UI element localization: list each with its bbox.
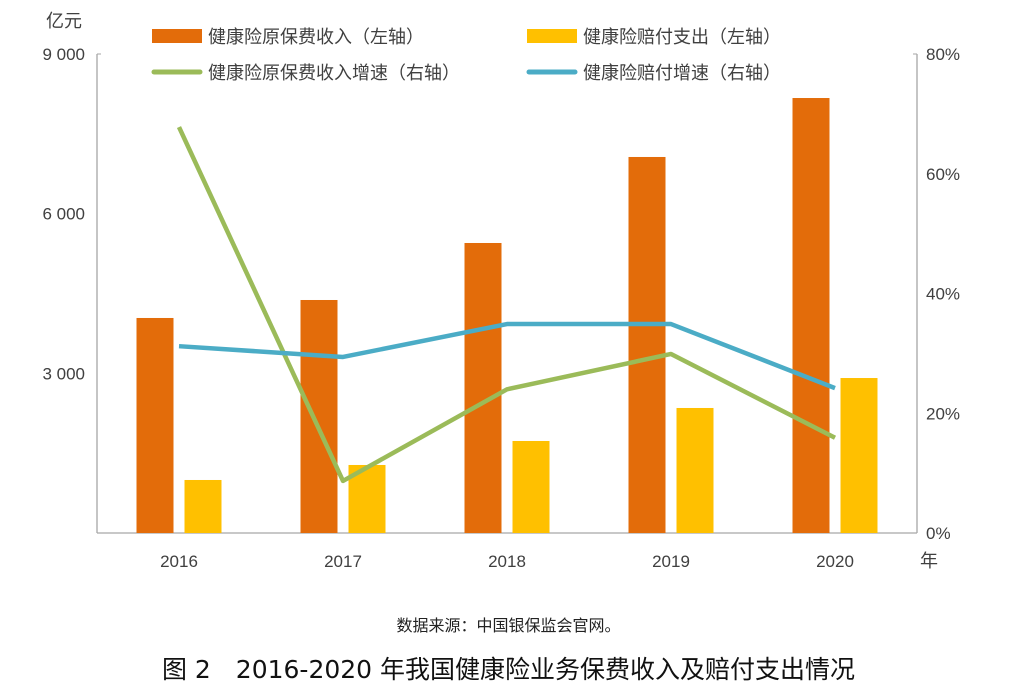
x-tick-label: 2020 bbox=[816, 552, 854, 571]
right-tick-label: 20% bbox=[926, 404, 960, 423]
right-tick-label: 0% bbox=[926, 524, 951, 543]
legend-swatch bbox=[527, 29, 577, 43]
bar-premium bbox=[628, 156, 666, 534]
line-claims-growth bbox=[178, 321, 836, 391]
bar-claims bbox=[676, 407, 714, 533]
right-tick-label: 80% bbox=[926, 45, 960, 64]
legend-label: 健康险赔付增速（右轴） bbox=[583, 63, 781, 84]
x-tick-label: 2019 bbox=[652, 552, 690, 571]
right-tick-label: 40% bbox=[926, 285, 960, 304]
legend-label: 健康险赔付支出（左轴） bbox=[583, 27, 781, 48]
left-tick-label: 6 000 bbox=[42, 205, 85, 224]
x-axis-label: 年 bbox=[920, 551, 938, 572]
source-note: 数据来源：中国银保监会官网。 bbox=[396, 616, 621, 635]
bar-claims bbox=[184, 479, 222, 533]
legend-swatch bbox=[152, 29, 202, 43]
chart: 3 000 6 000 9 000 0% 20% 40% 60% 80% 2016 2017 201… bbox=[42, 11, 960, 572]
left-tick-label: 3 000 bbox=[42, 364, 85, 383]
bar-premium bbox=[136, 317, 174, 533]
figure-caption: 图 2 2016-2020 年我国健康险业务保费收入及赔付支出情况 bbox=[161, 655, 856, 684]
y-axis-label: 亿元 bbox=[46, 11, 82, 32]
right-tick-label: 60% bbox=[926, 165, 960, 184]
left-tick-label: 9 000 bbox=[42, 45, 85, 64]
legend-label: 健康险原保费收入（左轴） bbox=[208, 27, 424, 48]
x-tick-label: 2018 bbox=[488, 552, 526, 571]
bar-premium bbox=[464, 242, 502, 533]
x-tick-label: 2016 bbox=[160, 552, 198, 571]
bar-premium bbox=[300, 299, 338, 533]
bar-claims bbox=[840, 378, 878, 533]
x-tick-label: 2017 bbox=[324, 552, 362, 571]
legend-label: 健康险原保费收入增速（右轴） bbox=[208, 63, 460, 84]
line-premium-growth bbox=[176, 126, 837, 484]
bar-premium bbox=[792, 98, 830, 534]
bar-claims bbox=[512, 440, 550, 533]
